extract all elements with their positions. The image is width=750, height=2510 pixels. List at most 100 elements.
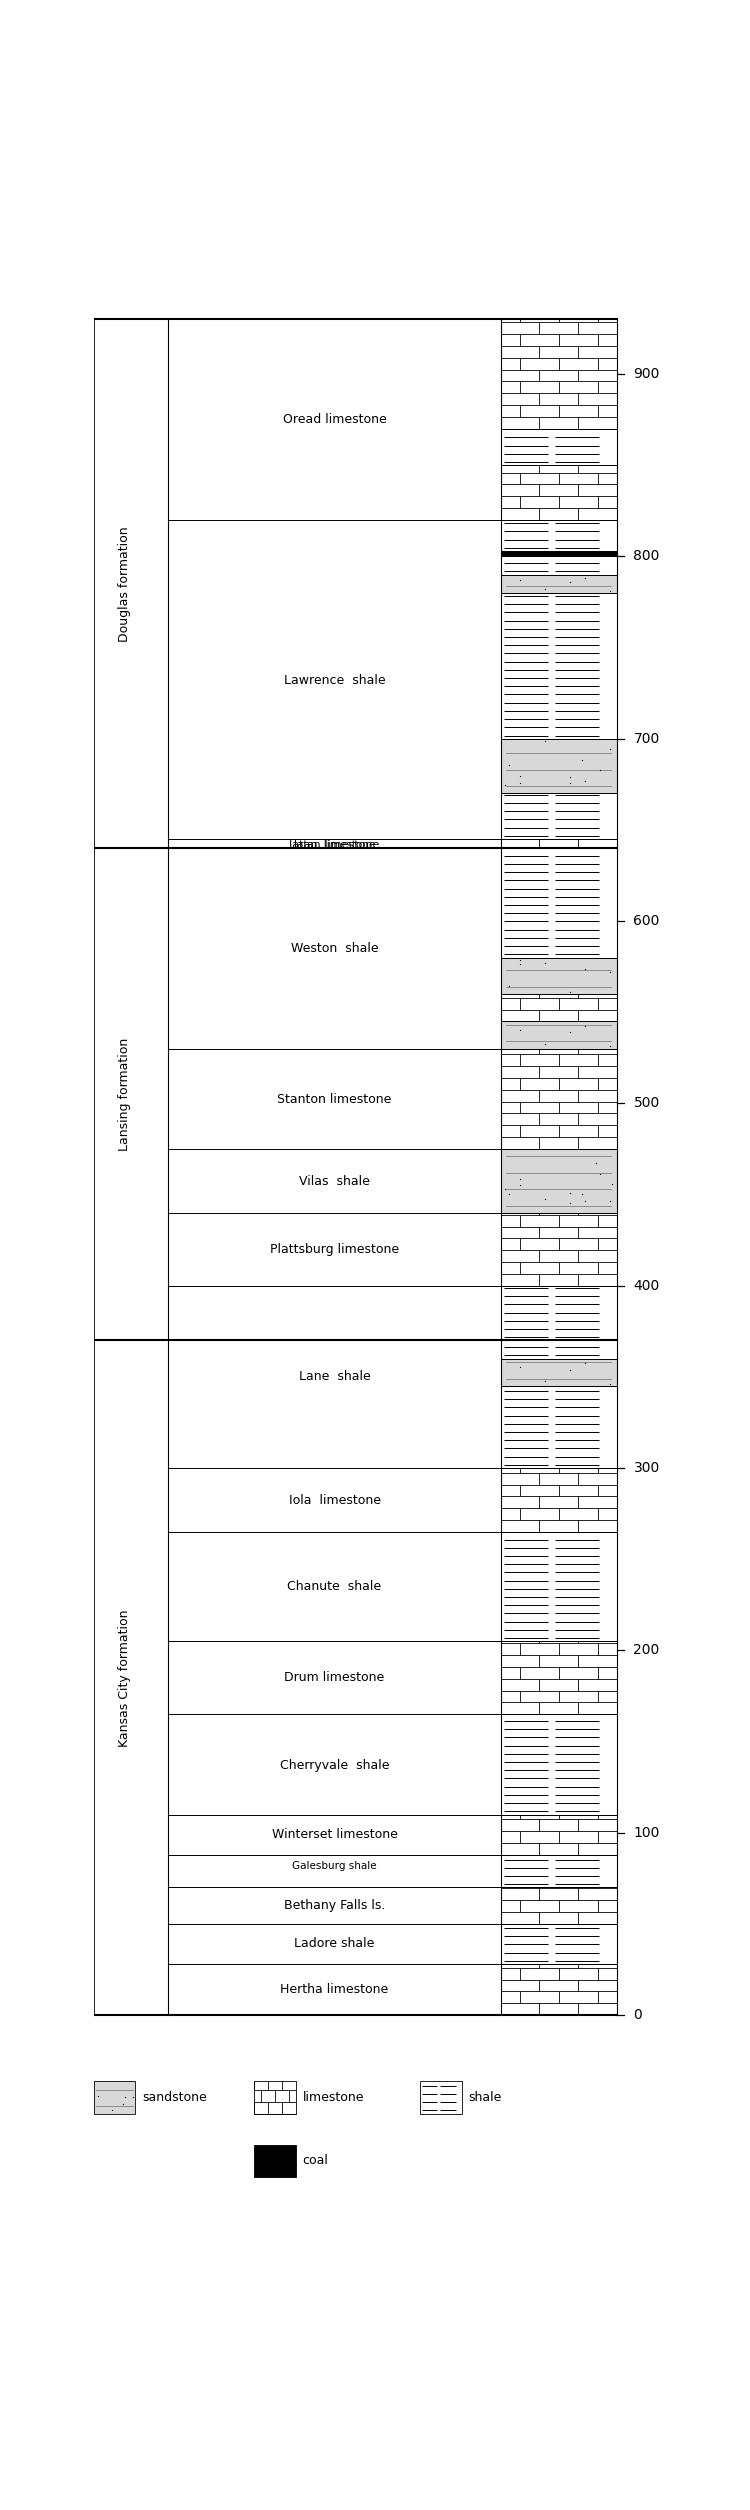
Text: Chanute  shale: Chanute shale [287, 1581, 382, 1594]
Point [604, 1027, 616, 1067]
Text: 200: 200 [634, 1644, 660, 1657]
Point [514, 1348, 526, 1388]
Point [564, 1012, 576, 1052]
Bar [254, 2144, 296, 2176]
Text: limestone: limestone [302, 2091, 364, 2103]
Text: Iola  limestone: Iola limestone [289, 1493, 380, 1509]
Bar [501, 1963, 616, 2016]
Bar [501, 1358, 616, 1386]
Bar [501, 1150, 616, 1212]
Bar [501, 738, 616, 793]
Bar [501, 1531, 616, 1642]
Bar [501, 1855, 616, 1888]
Point [564, 1350, 576, 1391]
Bar [501, 557, 616, 575]
Bar [501, 1815, 616, 1855]
Bar [501, 552, 616, 557]
Point [538, 1180, 550, 1220]
Point [127, 2078, 139, 2118]
Text: Winterset limestone: Winterset limestone [272, 1827, 398, 1842]
Bar [501, 1888, 616, 1925]
Text: 700: 700 [634, 733, 660, 745]
Bar [501, 1925, 616, 1963]
Text: Galesburg shale: Galesburg shale [292, 1860, 376, 1870]
Bar [501, 1714, 616, 1815]
Bar [501, 464, 616, 520]
Text: Drum limestone: Drum limestone [284, 1672, 385, 1684]
Point [579, 1007, 591, 1047]
Bar [501, 1285, 616, 1340]
Text: Lansing formation: Lansing formation [118, 1037, 130, 1152]
Point [579, 1343, 591, 1383]
Point [590, 1142, 602, 1182]
Point [579, 761, 591, 801]
Point [499, 766, 511, 806]
Bar [94, 2081, 135, 2113]
Bar [501, 1212, 616, 1285]
Bar [501, 1150, 616, 1212]
Text: Douglas formation: Douglas formation [118, 527, 130, 643]
Bar [501, 1386, 616, 1468]
Bar [501, 994, 616, 1022]
Point [594, 1155, 606, 1195]
Point [514, 939, 526, 979]
Text: Vilas  shale: Vilas shale [299, 1175, 370, 1187]
Bar [501, 1642, 616, 1714]
Bar [501, 848, 616, 959]
Bar [501, 429, 616, 464]
Point [604, 1363, 616, 1403]
Text: Stanton limestone: Stanton limestone [278, 1094, 392, 1107]
Text: Weston  shale: Weston shale [291, 941, 378, 954]
Point [564, 562, 576, 602]
Bar [501, 793, 616, 838]
Text: Kansas City formation: Kansas City formation [118, 1609, 130, 1747]
Bar [501, 1049, 616, 1150]
Text: 500: 500 [634, 1097, 660, 1109]
Bar [501, 738, 616, 793]
Point [503, 1175, 515, 1215]
Text: 100: 100 [634, 1825, 660, 1840]
Point [499, 1170, 511, 1210]
Bar [501, 994, 616, 1022]
Bar [501, 1212, 616, 1285]
Point [117, 2083, 129, 2123]
Bar [501, 1285, 616, 1340]
Text: sandstone: sandstone [142, 2091, 207, 2103]
Bar [501, 1022, 616, 1049]
Point [514, 1009, 526, 1049]
Bar [501, 575, 616, 592]
Bar [501, 1714, 616, 1815]
Bar [420, 2081, 462, 2113]
Bar [501, 959, 616, 994]
Bar [501, 592, 616, 738]
Point [119, 2078, 131, 2118]
Bar [501, 1531, 616, 1642]
Bar [501, 1963, 616, 2016]
Point [514, 763, 526, 803]
Bar [501, 1855, 616, 1888]
Text: Lawrence  shale: Lawrence shale [284, 675, 386, 688]
Point [514, 560, 526, 600]
Point [576, 1175, 588, 1215]
Point [564, 1172, 576, 1212]
Bar [501, 838, 616, 848]
Point [564, 971, 576, 1012]
Text: shale: shale [469, 2091, 502, 2103]
Text: Oread limestone: Oread limestone [283, 414, 386, 427]
Bar [501, 1815, 616, 1855]
Text: 400: 400 [634, 1278, 660, 1293]
Bar [501, 959, 616, 994]
Bar [501, 1642, 616, 1714]
Point [604, 951, 616, 991]
Bar [501, 464, 616, 520]
Bar [501, 1022, 616, 1049]
Point [503, 966, 515, 1007]
Point [594, 750, 606, 791]
Text: 300: 300 [634, 1461, 660, 1476]
Bar [501, 1925, 616, 1963]
Text: Lane  shale: Lane shale [298, 1370, 370, 1383]
Point [604, 1180, 616, 1220]
Point [564, 758, 576, 798]
Point [514, 1165, 526, 1205]
Text: Hertha limestone: Hertha limestone [280, 1983, 388, 1995]
